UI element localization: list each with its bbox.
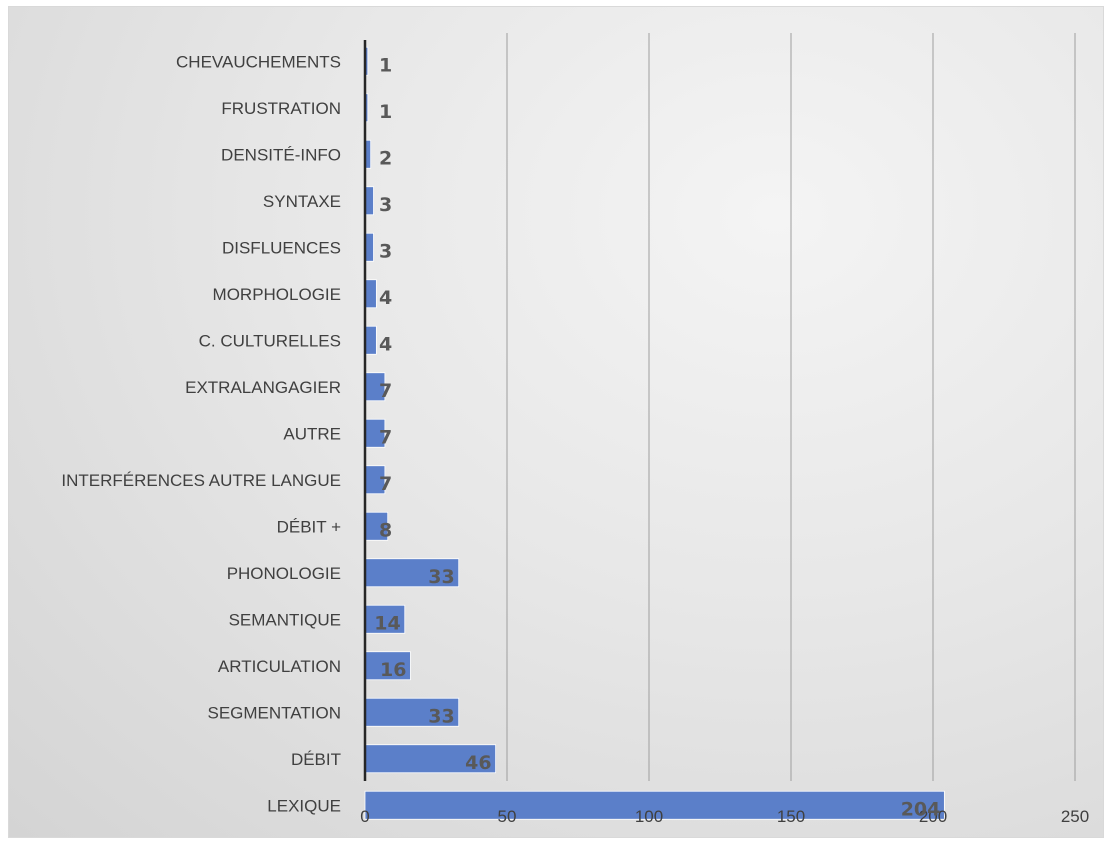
category-label: MORPHOLOGIE [213,285,341,304]
data-label: 33 [428,705,454,727]
bar [364,744,497,774]
data-label: 3 [379,194,392,216]
data-label: 7 [379,380,392,402]
category-label: FRUSTRATION [221,99,341,118]
chart-area: CHEVAUCHEMENTS FRUSTRATION DENSITÉ-INFO SYN… [8,6,1104,838]
data-label: 3 [379,240,392,262]
bar [364,279,377,309]
bar [364,325,377,355]
data-label: 16 [380,659,406,681]
bar [364,186,374,216]
category-label: SEMANTIQUE [229,610,341,629]
category-label: DENSITÉ-INFO [221,145,341,164]
category-label: LEXIQUE [267,796,341,815]
data-label: 2 [379,147,392,169]
bar-chart: CHEVAUCHEMENTS FRUSTRATION DENSITÉ-INFO SYN… [61,33,1089,826]
data-label: 14 [374,612,400,634]
x-tick-label: 250 [1061,807,1089,826]
bar [364,558,460,588]
data-label: 7 [379,473,392,495]
category-label: INTERFÉRENCES AUTRE LANGUE [61,471,341,490]
data-label: 4 [379,333,392,355]
category-label: CHEVAUCHEMENTS [176,52,341,71]
data-label: 7 [379,426,392,448]
x-tick-label: 50 [498,807,517,826]
x-tick-label: 0 [360,807,369,826]
data-label: 204 [901,798,941,820]
category-label: SEGMENTATION [208,703,342,722]
x-tick-label: 100 [635,807,663,826]
x-tick-label: 150 [777,807,805,826]
bar [364,604,406,634]
data-label: 33 [428,566,454,588]
category-labels: CHEVAUCHEMENTS FRUSTRATION DENSITÉ-INFO SYN… [61,52,341,815]
category-label: C. CULTURELLES [199,331,341,350]
grid-lines [506,33,1076,781]
bar [364,232,374,262]
data-label: 8 [379,519,392,541]
bar [364,697,460,727]
data-label: 1 [379,54,392,76]
category-label: PHONOLOGIE [227,564,341,583]
x-tick-labels: 0 50 100 150 200 250 [360,807,1089,826]
bar [364,790,945,820]
data-label: 4 [379,287,392,309]
bars [364,46,945,820]
category-label: DÉBIT + [277,517,341,536]
category-label: EXTRALANGAGIER [185,378,341,397]
data-label: 46 [465,752,491,774]
x-tick-label: 200 [919,807,947,826]
category-label: DISFLUENCES [222,238,341,257]
category-label: DÉBIT [291,750,341,769]
data-label: 1 [379,101,392,123]
bar [364,651,411,681]
category-label: ARTICULATION [218,657,341,676]
category-label: SYNTAXE [263,192,341,211]
category-label: AUTRE [283,424,341,443]
